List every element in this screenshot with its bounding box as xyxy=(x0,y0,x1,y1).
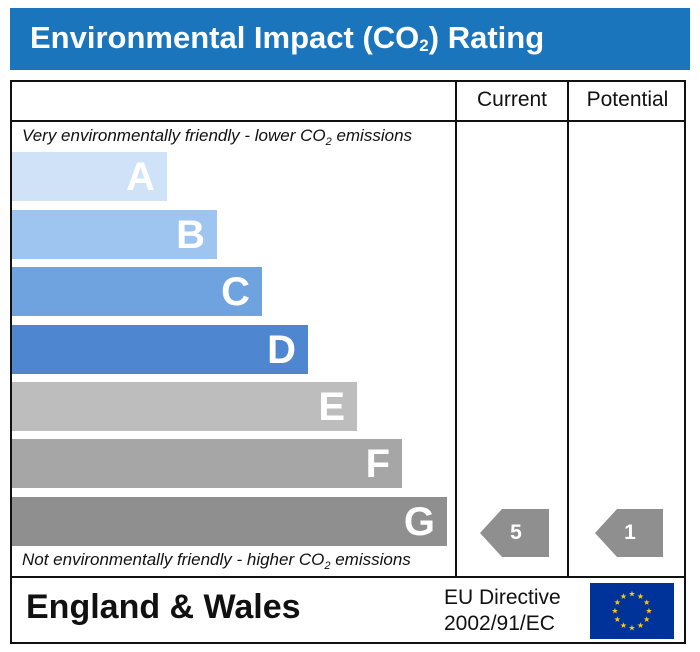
column-header-current: Current xyxy=(476,88,548,111)
footer-divider xyxy=(10,576,686,578)
country-label: England & Wales xyxy=(26,588,301,626)
star-icon: ★ xyxy=(643,598,650,607)
bottom-scale-note: Not environmentally friendly - higher CO… xyxy=(22,550,411,572)
eu-flag-icon: ★ ★ ★ ★ ★ ★ ★ ★ ★ ★ ★ ★ xyxy=(590,583,674,639)
star-icon: ★ xyxy=(620,621,627,630)
band-letter-f: F xyxy=(365,442,390,486)
directive-label: EU Directive 2002/91/EC xyxy=(444,585,561,637)
band-letter-a: A xyxy=(126,155,155,199)
band-letter-d: D xyxy=(267,328,296,372)
star-icon: ★ xyxy=(637,592,644,601)
band-letter-b: B xyxy=(176,213,205,257)
current-rating-value: 5 xyxy=(510,521,522,544)
star-icon: ★ xyxy=(637,621,644,630)
column-header-potential: Potential xyxy=(586,88,669,111)
band-f: F xyxy=(12,439,402,488)
divider-potential xyxy=(567,80,569,578)
band-a: A xyxy=(12,152,167,201)
band-letter-c: C xyxy=(221,270,250,314)
star-icon: ★ xyxy=(614,598,621,607)
potential-rating-value: 1 xyxy=(624,521,636,544)
rating-frame xyxy=(10,80,686,644)
arrow-left-icon xyxy=(480,509,549,557)
band-g: G xyxy=(12,497,447,546)
top-scale-note: Very environmentally friendly - lower CO… xyxy=(22,126,413,148)
arrow-left-icon xyxy=(595,509,663,557)
band-letter-e: E xyxy=(318,385,345,429)
divider-current xyxy=(455,80,457,578)
chart-title: Environmental Impact (CO2) Rating xyxy=(30,20,545,55)
band-e: E xyxy=(12,382,357,431)
current-rating-indicator: 5 xyxy=(480,509,549,557)
star-icon: ★ xyxy=(620,592,627,601)
star-icon: ★ xyxy=(628,624,635,633)
band-c: C xyxy=(12,267,262,316)
band-letter-g: G xyxy=(403,500,435,544)
directive-line-2: 2002/91/EC xyxy=(444,612,555,635)
band-b: B xyxy=(12,210,217,259)
title-bar: Environmental Impact (CO2) Rating xyxy=(10,8,690,70)
band-d: D xyxy=(12,325,308,374)
star-icon: ★ xyxy=(611,607,618,616)
potential-rating-indicator: 1 xyxy=(595,509,663,557)
header-row-divider xyxy=(10,120,686,122)
star-icon: ★ xyxy=(614,615,621,624)
directive-line-1: EU Directive xyxy=(444,586,561,609)
star-icon: ★ xyxy=(628,590,635,599)
star-icon: ★ xyxy=(643,615,650,624)
star-icon: ★ xyxy=(645,607,652,616)
